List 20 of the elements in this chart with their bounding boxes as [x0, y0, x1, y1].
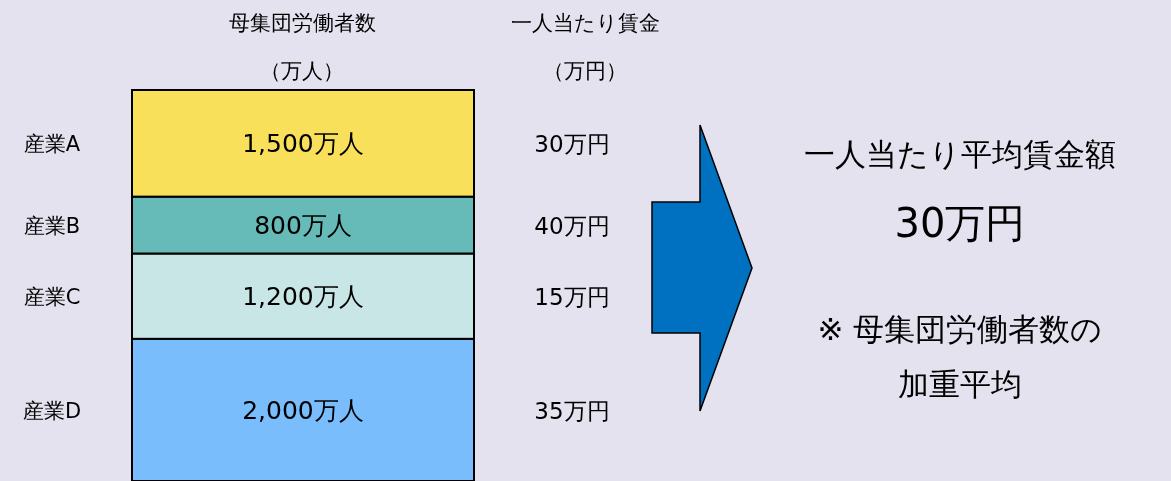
text: 加重平均 — [898, 366, 1022, 402]
data-label: 800万人 — [254, 211, 352, 241]
text: 30万円 — [894, 200, 1026, 246]
text: ※ 母集団労働者数の — [817, 311, 1103, 347]
text: 一人当たり賃金 — [510, 11, 660, 35]
text: （万円） — [543, 59, 627, 83]
text: 30万円 — [534, 131, 610, 158]
data-label: 1,200万人 — [242, 282, 364, 312]
text: 産業A — [23, 132, 81, 157]
data-label: 2,000万人 — [242, 395, 364, 425]
text: 40万円 — [534, 213, 610, 240]
text: （万人） — [260, 59, 344, 83]
text: 35万円 — [534, 397, 610, 424]
text: 母集団労働者数 — [228, 11, 376, 35]
text: 一人当たり平均賃金額 — [804, 136, 1116, 172]
text: 産業D — [22, 398, 82, 423]
text: 15万円 — [534, 284, 610, 311]
data-label: 1,500万人 — [242, 129, 364, 159]
text: 産業B — [23, 214, 81, 239]
text: 産業C — [23, 285, 81, 310]
